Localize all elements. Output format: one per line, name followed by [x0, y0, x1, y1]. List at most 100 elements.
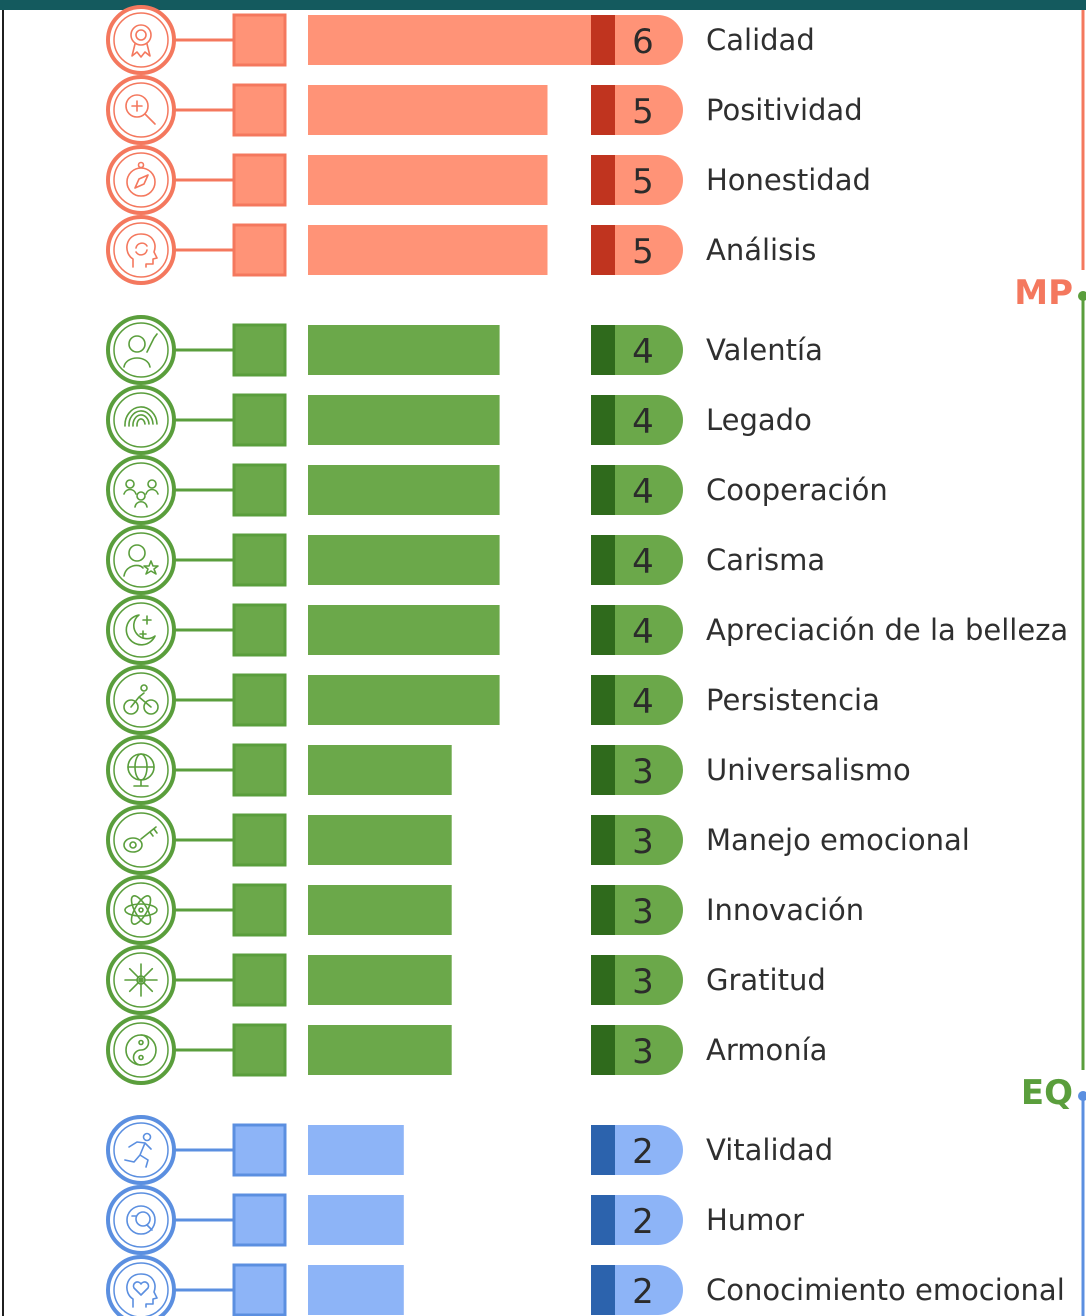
- value-bar: [308, 395, 500, 445]
- value-label: 2: [632, 1202, 654, 1242]
- row-marker-square: [232, 813, 287, 867]
- runner-icon: [106, 1115, 176, 1185]
- value-bar: [308, 955, 452, 1005]
- value-label: 2: [632, 1132, 654, 1172]
- value-bar: [308, 745, 452, 795]
- value-label: 4: [632, 542, 654, 582]
- row-label: Apreciación de la belleza: [706, 613, 1068, 647]
- row-marker-square: [232, 1193, 287, 1247]
- row-label: Vitalidad: [706, 1133, 833, 1167]
- value-cap-strip: [591, 955, 615, 1005]
- value-bar: [308, 1025, 452, 1075]
- value-cap-strip: [591, 85, 615, 135]
- row-marker-square: [232, 1023, 287, 1077]
- row-label: Manejo emocional: [706, 823, 970, 857]
- row-marker-square: [232, 393, 287, 447]
- value-label: 5: [632, 232, 654, 272]
- row-label: Positividad: [706, 93, 863, 127]
- value-label: 4: [632, 332, 654, 372]
- row-label: Conocimiento emocional: [706, 1273, 1065, 1307]
- value-bar: [308, 1265, 404, 1315]
- cyclist-icon: [106, 665, 176, 735]
- left-border: [2, 10, 4, 1316]
- zoom-in-icon: [106, 75, 176, 145]
- chart-row: 3 Gratitud: [106, 945, 826, 1015]
- row-label: Análisis: [706, 233, 816, 267]
- value-label: 4: [632, 682, 654, 722]
- value-label: 3: [632, 822, 654, 862]
- top-bar: [0, 0, 1086, 10]
- row-marker-square: [232, 533, 287, 587]
- row-marker-square: [232, 883, 287, 937]
- value-bar: [308, 225, 548, 275]
- value-label: 3: [632, 1032, 654, 1072]
- row-marker-square: [232, 743, 287, 797]
- value-cap-strip: [591, 325, 615, 375]
- award-ribbon-icon: [106, 5, 176, 75]
- value-cap-strip: [591, 1025, 615, 1075]
- value-cap-strip: [591, 745, 615, 795]
- row-marker-square: [232, 1263, 287, 1316]
- value-cap-strip: [591, 465, 615, 515]
- person-torch-icon: [106, 315, 176, 385]
- chart-row: 4 Carisma: [106, 525, 825, 595]
- row-marker-square: [232, 153, 287, 207]
- value-bar: [308, 465, 500, 515]
- row-label: Valentía: [706, 333, 823, 367]
- row-marker-square: [232, 673, 287, 727]
- row-label: Legado: [706, 403, 812, 437]
- head-heart-icon: [106, 1255, 176, 1316]
- chart-row: 6 Calidad: [106, 5, 815, 75]
- value-cap-strip: [591, 815, 615, 865]
- value-bar: [308, 535, 500, 585]
- value-label: 4: [632, 472, 654, 512]
- person-star-icon: [106, 525, 176, 595]
- value-cap-strip: [591, 535, 615, 585]
- value-label: 4: [632, 612, 654, 652]
- value-cap-strip: [591, 885, 615, 935]
- value-bar: [308, 675, 500, 725]
- group-line-dot-1: [1078, 291, 1086, 301]
- row-label: Armonía: [706, 1033, 827, 1067]
- value-label: 4: [632, 402, 654, 442]
- yin-yang-icon: [106, 1015, 176, 1085]
- row-marker-square: [232, 953, 287, 1007]
- group-tag-0: MP: [1014, 273, 1073, 313]
- value-cap-strip: [591, 605, 615, 655]
- value-cap-strip: [591, 675, 615, 725]
- row-label: Honestidad: [706, 163, 871, 197]
- chart-row: 4 Cooperación: [106, 455, 888, 525]
- row-label: Humor: [706, 1203, 804, 1237]
- row-marker-square: [232, 83, 287, 137]
- row-label: Persistencia: [706, 683, 880, 717]
- chart-row: 3 Universalismo: [106, 735, 911, 805]
- value-label: 3: [632, 892, 654, 932]
- row-label: Universalismo: [706, 753, 911, 787]
- chart-row: 2 Conocimiento emocional: [106, 1255, 1065, 1316]
- snowflake-icon: [106, 945, 176, 1015]
- value-label: 3: [632, 962, 654, 1002]
- value-label: 3: [632, 752, 654, 792]
- chart-row: 3 Armonía: [106, 1015, 827, 1085]
- chart-row: 5 Positividad: [106, 75, 863, 145]
- chart-row: 4 Legado: [106, 385, 812, 455]
- row-marker-square: [232, 1123, 287, 1177]
- value-cap-strip: [591, 155, 615, 205]
- value-bar: [308, 815, 452, 865]
- row-marker-square: [232, 223, 287, 277]
- value-bar: [308, 155, 548, 205]
- chart-row: 5 Honestidad: [106, 145, 871, 215]
- value-bar: [308, 1195, 404, 1245]
- row-label: Innovación: [706, 893, 864, 927]
- atom-icon: [106, 875, 176, 945]
- chart-row: 2 Humor: [106, 1185, 804, 1255]
- row-label: Calidad: [706, 23, 815, 57]
- group-tag-1: EQ: [1021, 1073, 1073, 1113]
- value-label: 2: [632, 1272, 654, 1312]
- globe-icon: [106, 735, 176, 805]
- row-marker-square: [232, 603, 287, 657]
- team-icon: [106, 455, 176, 525]
- value-bar: [308, 1125, 404, 1175]
- value-cap-strip: [591, 1125, 615, 1175]
